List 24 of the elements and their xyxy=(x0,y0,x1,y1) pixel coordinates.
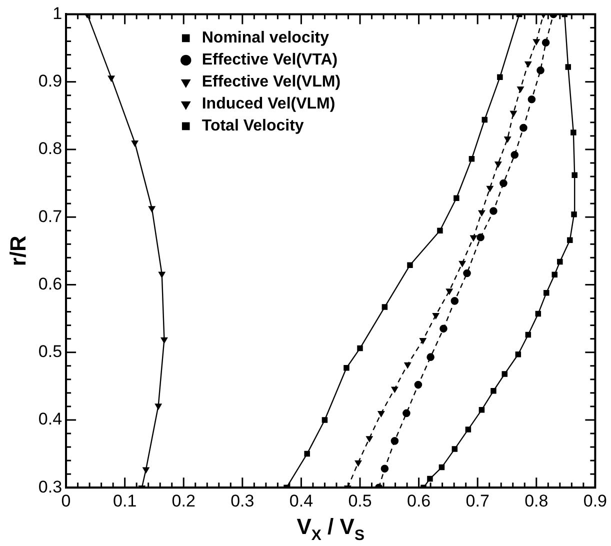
legend-label: Nominal velocity xyxy=(202,30,330,47)
x-tick-label: 0.8 xyxy=(524,491,548,510)
y-tick-label: 0.4 xyxy=(38,410,62,429)
legend-label: Effective Vel(VTA) xyxy=(202,52,338,69)
legend-label: Effective Vel(VLM) xyxy=(202,74,341,91)
legend-label: Induced Vel(VLM) xyxy=(202,96,336,113)
x-tick-label: 0.2 xyxy=(172,491,196,510)
y-tick-label: 0.8 xyxy=(38,139,62,158)
y-tick-label: 0.3 xyxy=(38,477,62,496)
legend-label: Total Velocity xyxy=(202,118,304,135)
y-tick-label: 1 xyxy=(52,4,62,23)
x-tick-label: 0.6 xyxy=(406,491,431,510)
y-tick-label: 0.7 xyxy=(38,206,62,226)
y-tick-label: 0.6 xyxy=(38,274,62,294)
x-tick-label: 0.4 xyxy=(289,491,314,510)
x-tick-label: 0.3 xyxy=(230,491,254,510)
x-tick-label: 0.7 xyxy=(466,491,490,510)
x-tick-label: 0.9 xyxy=(583,491,608,510)
x-tick-label: 0.5 xyxy=(348,491,372,510)
y-axis-title: r/R xyxy=(5,236,30,266)
x-tick-label: 0 xyxy=(61,491,71,510)
x-tick-label: 0.1 xyxy=(113,491,137,510)
y-tick-label: 0.5 xyxy=(38,342,62,362)
y-tick-label: 0.9 xyxy=(38,72,62,91)
